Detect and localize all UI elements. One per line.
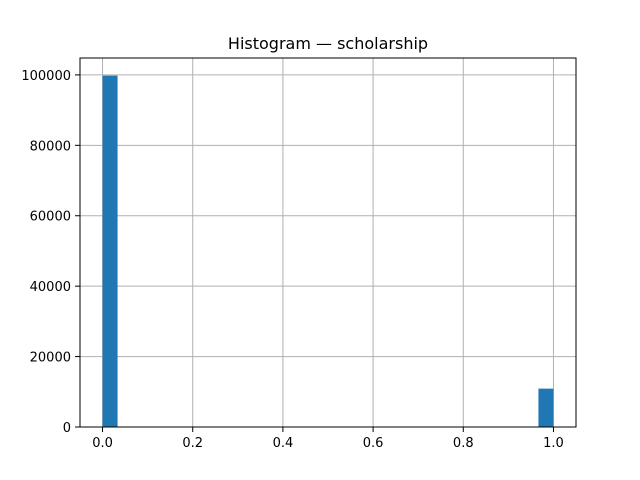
chart-title: Histogram — scholarship [228, 34, 428, 53]
y-tick-label: 100000 [21, 69, 71, 84]
x-tick-label: 0.8 [453, 436, 474, 451]
y-tick-label: 0 [63, 421, 71, 436]
x-tick-label: 0.2 [182, 436, 203, 451]
y-tick-label: 80000 [30, 139, 71, 154]
histogram-bar [102, 75, 118, 427]
y-tick-label: 60000 [30, 210, 71, 225]
x-tick-label: 1.0 [543, 436, 564, 451]
histogram-bar [538, 388, 554, 427]
x-tick-label: 0.0 [92, 436, 113, 451]
x-tick-label: 0.6 [363, 436, 384, 451]
axes-frame [79, 57, 577, 428]
histogram-bars [102, 75, 554, 427]
grid-lines [80, 58, 576, 428]
axis-ticks: 0.0 0.2 0.4 0.6 0.8 1.0 0 20000 40000 60000 80000 1… [21, 69, 563, 451]
x-tick-label: 0.4 [273, 436, 294, 451]
y-tick-label: 20000 [30, 351, 71, 366]
y-tick-label: 40000 [30, 280, 71, 295]
